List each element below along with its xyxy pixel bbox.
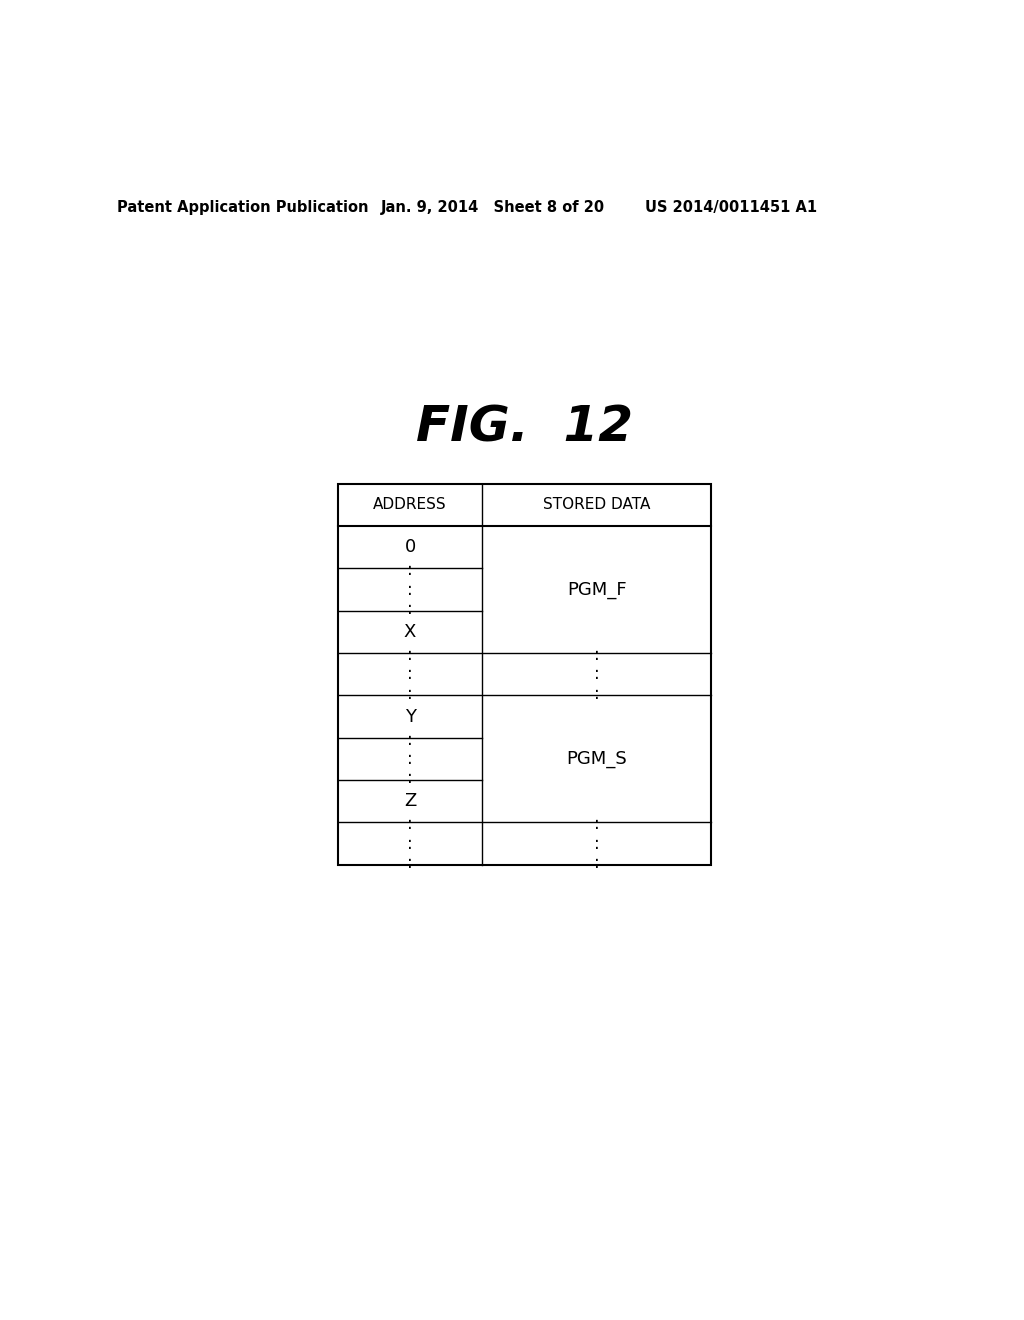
Text: PGM_S: PGM_S (566, 750, 627, 768)
Bar (338, 483, 712, 865)
Text: PGM_F: PGM_F (567, 581, 627, 598)
Text: ADDRESS: ADDRESS (374, 498, 446, 512)
Text: Y: Y (404, 708, 416, 726)
Text: :
:
:: : : : (408, 561, 413, 618)
Text: :
:
:: : : : (594, 816, 599, 873)
Text: :
:
:: : : : (408, 645, 413, 702)
Text: :
:
:: : : : (594, 645, 599, 702)
Text: 0: 0 (404, 539, 416, 556)
Text: STORED DATA: STORED DATA (543, 498, 650, 512)
Text: Z: Z (404, 792, 416, 810)
Text: Jan. 9, 2014   Sheet 8 of 20: Jan. 9, 2014 Sheet 8 of 20 (381, 199, 605, 215)
Text: X: X (403, 623, 417, 642)
Text: US 2014/0011451 A1: US 2014/0011451 A1 (645, 199, 817, 215)
Text: :
:
:: : : : (408, 730, 413, 787)
Text: FIG.  12: FIG. 12 (417, 404, 633, 451)
Text: Patent Application Publication: Patent Application Publication (118, 199, 369, 215)
Text: :
:
:: : : : (408, 816, 413, 873)
